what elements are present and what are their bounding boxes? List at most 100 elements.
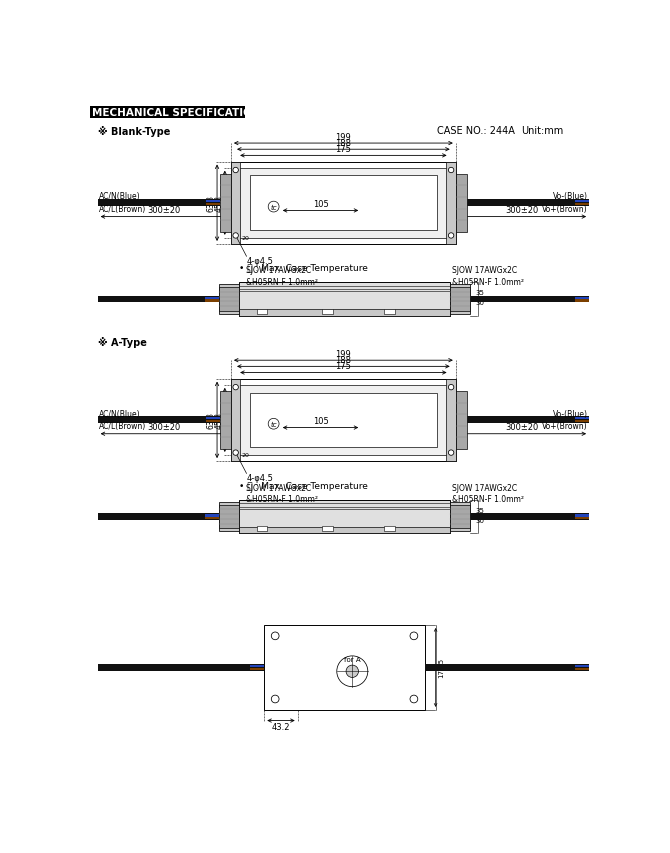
Text: 188: 188 xyxy=(336,356,351,364)
Bar xyxy=(90,107,245,119)
Bar xyxy=(385,526,395,531)
Bar xyxy=(220,392,231,450)
Bar xyxy=(250,177,437,231)
Bar xyxy=(575,298,589,299)
Circle shape xyxy=(448,385,454,391)
Text: AC/N(Blue): AC/N(Blue) xyxy=(99,192,141,201)
Text: tc: tc xyxy=(270,205,277,211)
Text: 35: 35 xyxy=(476,290,485,296)
Text: 4-φ4.5: 4-φ4.5 xyxy=(247,257,273,266)
Bar xyxy=(257,526,267,531)
Bar xyxy=(206,517,219,519)
Circle shape xyxy=(448,168,454,173)
Text: ※ A-Type: ※ A-Type xyxy=(98,337,147,348)
Text: MECHANICAL SPECIFICATION: MECHANICAL SPECIFICATION xyxy=(92,107,261,118)
Bar xyxy=(265,625,425,710)
Text: tc: tc xyxy=(270,421,277,427)
Bar xyxy=(257,310,267,315)
Bar xyxy=(456,175,466,232)
Bar xyxy=(231,162,456,245)
Bar xyxy=(219,505,239,529)
Bar xyxy=(251,668,265,670)
Text: 17.05: 17.05 xyxy=(438,658,444,677)
Bar xyxy=(385,310,395,315)
Bar xyxy=(237,169,450,239)
Bar xyxy=(466,417,589,424)
Bar xyxy=(206,514,219,517)
Circle shape xyxy=(233,450,239,456)
Bar xyxy=(425,664,589,670)
Text: 20: 20 xyxy=(242,235,250,241)
Bar xyxy=(98,417,220,424)
Bar xyxy=(575,300,589,302)
Bar xyxy=(575,421,589,423)
Bar xyxy=(575,200,589,203)
Circle shape xyxy=(233,168,239,173)
Bar xyxy=(575,418,589,420)
Bar xyxy=(231,162,241,245)
Text: 300±20: 300±20 xyxy=(506,423,539,432)
Circle shape xyxy=(233,234,239,239)
Bar xyxy=(231,380,456,461)
Text: AC/L(Brown): AC/L(Brown) xyxy=(99,422,147,431)
Bar xyxy=(446,162,456,245)
Text: 199: 199 xyxy=(336,350,351,358)
Text: Unit:mm: Unit:mm xyxy=(521,125,563,136)
Bar xyxy=(470,514,589,520)
Text: CASE NO.: 244A: CASE NO.: 244A xyxy=(437,125,515,136)
Bar xyxy=(206,298,219,299)
Bar xyxy=(239,501,450,533)
Bar xyxy=(98,200,220,207)
Circle shape xyxy=(268,419,279,430)
Bar xyxy=(450,502,470,531)
Text: 63.3: 63.3 xyxy=(206,412,216,429)
Text: 20: 20 xyxy=(242,453,250,458)
Text: • Ⓣ : Max. Case Temperature: • Ⓣ : Max. Case Temperature xyxy=(239,482,368,490)
Bar xyxy=(206,300,219,302)
Text: 30: 30 xyxy=(476,517,485,523)
Bar xyxy=(239,283,450,316)
Text: 300±20: 300±20 xyxy=(506,206,539,215)
Circle shape xyxy=(410,632,418,640)
Text: AC/L(Brown): AC/L(Brown) xyxy=(99,205,147,214)
Text: SJOW 17AWGx2C
&H05RN-F 1.0mm²: SJOW 17AWGx2C &H05RN-F 1.0mm² xyxy=(452,483,524,504)
Bar xyxy=(450,287,470,311)
Bar xyxy=(322,310,333,315)
Text: 45.8: 45.8 xyxy=(214,412,223,429)
Circle shape xyxy=(448,450,454,456)
Bar xyxy=(250,393,437,448)
Text: 4-φ4.5: 4-φ4.5 xyxy=(247,473,273,483)
Text: 300±20: 300±20 xyxy=(147,423,181,432)
Bar xyxy=(219,502,239,531)
Bar xyxy=(456,392,466,450)
Bar xyxy=(219,287,239,311)
Circle shape xyxy=(268,202,279,212)
Bar xyxy=(220,175,231,232)
Text: Vo+(Brown): Vo+(Brown) xyxy=(542,422,588,431)
Text: Vo-(Blue): Vo-(Blue) xyxy=(553,409,588,418)
Text: 45.8: 45.8 xyxy=(214,195,223,212)
Circle shape xyxy=(410,695,418,703)
Circle shape xyxy=(233,385,239,391)
Bar xyxy=(575,204,589,206)
Text: Vo+(Brown): Vo+(Brown) xyxy=(542,205,588,214)
Bar xyxy=(206,204,220,206)
Bar xyxy=(466,200,589,207)
Text: AC/N(Blue): AC/N(Blue) xyxy=(99,409,141,418)
Text: 35: 35 xyxy=(476,508,485,514)
Text: 300±20: 300±20 xyxy=(147,206,181,215)
Text: • Ⓣ : Max. Case Temperature: • Ⓣ : Max. Case Temperature xyxy=(239,264,368,273)
Text: 30: 30 xyxy=(476,300,485,306)
Bar xyxy=(470,297,589,303)
Text: SJOW 17AWGx2C
&H05RN-F 1.0mm²: SJOW 17AWGx2C &H05RN-F 1.0mm² xyxy=(247,266,318,287)
Circle shape xyxy=(271,632,279,640)
Bar xyxy=(446,380,456,461)
Bar xyxy=(450,505,470,529)
Text: for A: for A xyxy=(344,656,360,662)
Bar xyxy=(450,285,470,315)
Bar xyxy=(219,285,239,315)
Bar xyxy=(239,310,450,316)
Bar xyxy=(322,526,333,531)
Bar xyxy=(239,527,450,533)
Bar xyxy=(575,514,589,517)
